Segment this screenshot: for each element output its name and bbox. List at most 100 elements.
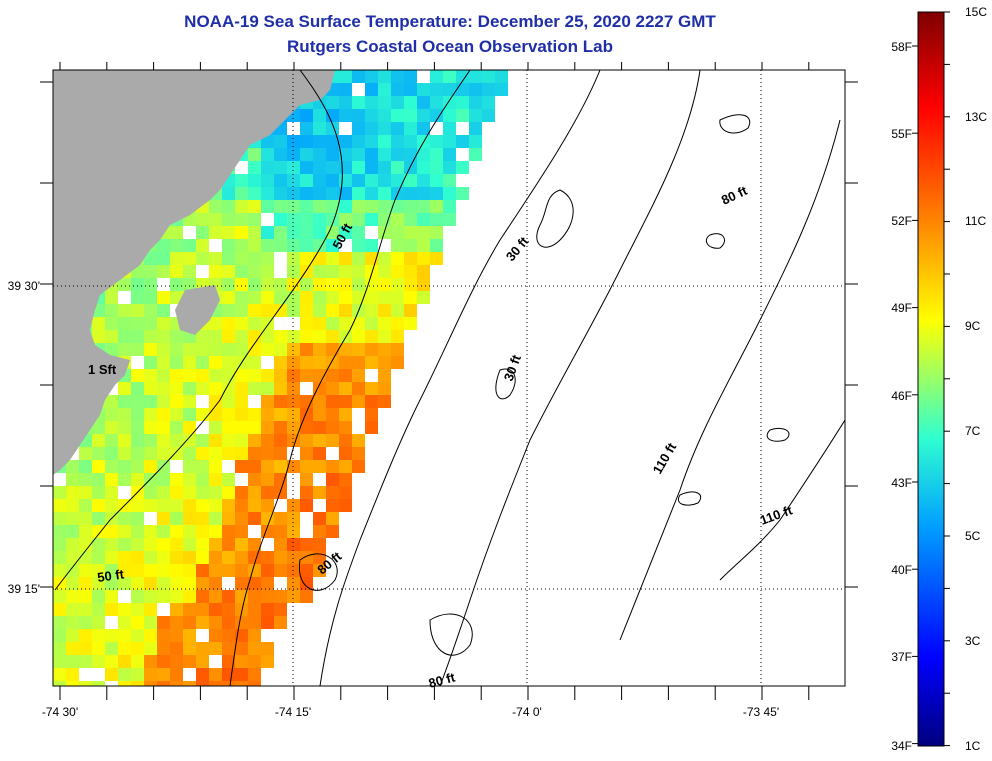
- sst-pixel: [222, 382, 235, 395]
- sst-pixel: [66, 616, 79, 629]
- sst-pixel: [274, 187, 287, 200]
- sst-pixel: [261, 512, 274, 525]
- sst-pixel: [443, 122, 456, 135]
- sst-pixel: [131, 681, 144, 686]
- sst-pixel: [170, 382, 183, 395]
- sst-pixel: [313, 148, 326, 161]
- sst-pixel: [222, 187, 235, 200]
- sst-pixel: [378, 343, 391, 356]
- sst-pixel: [443, 70, 456, 83]
- sst-pixel: [131, 278, 144, 291]
- sst-pixel: [326, 356, 339, 369]
- sst-pixel: [118, 642, 131, 655]
- sst-pixel: [92, 447, 105, 460]
- sst-pixel: [326, 135, 339, 148]
- lon-tick-label: -74 0': [512, 705, 542, 719]
- sst-pixel: [157, 369, 170, 382]
- sst-pixel: [209, 369, 222, 382]
- sst-pixel: [105, 408, 118, 421]
- sst-pixel: [248, 590, 261, 603]
- sst-pixel: [313, 512, 326, 525]
- sst-pixel: [261, 278, 274, 291]
- sst-pixel: [209, 434, 222, 447]
- sst-pixel: [209, 330, 222, 343]
- sst-pixel: [196, 408, 209, 421]
- sst-pixel: [92, 629, 105, 642]
- sst-pixel: [248, 486, 261, 499]
- sst-pixel: [209, 421, 222, 434]
- colorbar-c-label: 5C: [965, 529, 981, 543]
- sst-pixel: [313, 317, 326, 330]
- sst-pixel: [365, 304, 378, 317]
- sst-pixel: [391, 330, 404, 343]
- sst-pixel: [248, 161, 261, 174]
- sst-pixel: [300, 317, 313, 330]
- sst-pixel: [157, 317, 170, 330]
- sst-pixel: [352, 187, 365, 200]
- sst-pixel: [235, 564, 248, 577]
- contour-label: 50 ft: [96, 566, 125, 585]
- sst-pixel: [365, 200, 378, 213]
- sst-pixel: [144, 616, 157, 629]
- sst-pixel: [313, 213, 326, 226]
- sst-pixel: [456, 70, 469, 83]
- sst-pixel: [222, 395, 235, 408]
- sst-pixel: [443, 161, 456, 174]
- sst-pixel: [209, 616, 222, 629]
- sst-pixel: [300, 135, 313, 148]
- sst-pixel: [339, 421, 352, 434]
- sst-pixel: [92, 564, 105, 577]
- sst-pixel: [326, 499, 339, 512]
- sst-pixel: [352, 135, 365, 148]
- sst-pixel: [482, 83, 495, 96]
- sst-pixel: [209, 668, 222, 681]
- sst-pixel: [118, 616, 131, 629]
- sst-pixel: [248, 174, 261, 187]
- sst-pixel: [404, 226, 417, 239]
- sst-pixel: [157, 408, 170, 421]
- sst-pixel: [404, 317, 417, 330]
- sst-pixel: [183, 343, 196, 356]
- sst-pixel: [92, 538, 105, 551]
- sst-pixel: [118, 278, 131, 291]
- sst-pixel: [339, 356, 352, 369]
- sst-pixel: [92, 681, 105, 686]
- sst-pixel: [222, 616, 235, 629]
- sst-pixel: [287, 161, 300, 174]
- sst-pixel: [92, 499, 105, 512]
- sst-pixel: [92, 642, 105, 655]
- sst-pixel: [170, 330, 183, 343]
- sst-pixel: [365, 70, 378, 83]
- sst-pixel: [469, 122, 482, 135]
- sst-pixel: [157, 590, 170, 603]
- sst-pixel: [118, 460, 131, 473]
- sst-pixel: [378, 369, 391, 382]
- sst-pixel: [170, 265, 183, 278]
- sst-pixel: [300, 148, 313, 161]
- sst-pixel: [313, 122, 326, 135]
- sst-pixel: [378, 317, 391, 330]
- sst-pixel: [352, 395, 365, 408]
- sst-pixel: [300, 200, 313, 213]
- sst-pixel: [183, 629, 196, 642]
- sst-pixel: [365, 161, 378, 174]
- sst-pixel: [326, 395, 339, 408]
- sst-pixel: [339, 213, 352, 226]
- sst-pixel: [222, 590, 235, 603]
- sst-pixel: [248, 499, 261, 512]
- sst-pixel: [222, 200, 235, 213]
- sst-pixel: [326, 174, 339, 187]
- sst-pixel: [92, 525, 105, 538]
- sst-pixel: [352, 317, 365, 330]
- sst-pixel: [170, 395, 183, 408]
- sst-pixel: [352, 109, 365, 122]
- sst-pixel: [170, 343, 183, 356]
- sst-pixel: [313, 395, 326, 408]
- sst-pixel: [235, 278, 248, 291]
- sst-pixel: [248, 460, 261, 473]
- sst-pixel: [53, 616, 66, 629]
- sst-pixel: [157, 473, 170, 486]
- sst-pixel: [300, 291, 313, 304]
- sst-pixel: [196, 369, 209, 382]
- sst-pixel: [235, 291, 248, 304]
